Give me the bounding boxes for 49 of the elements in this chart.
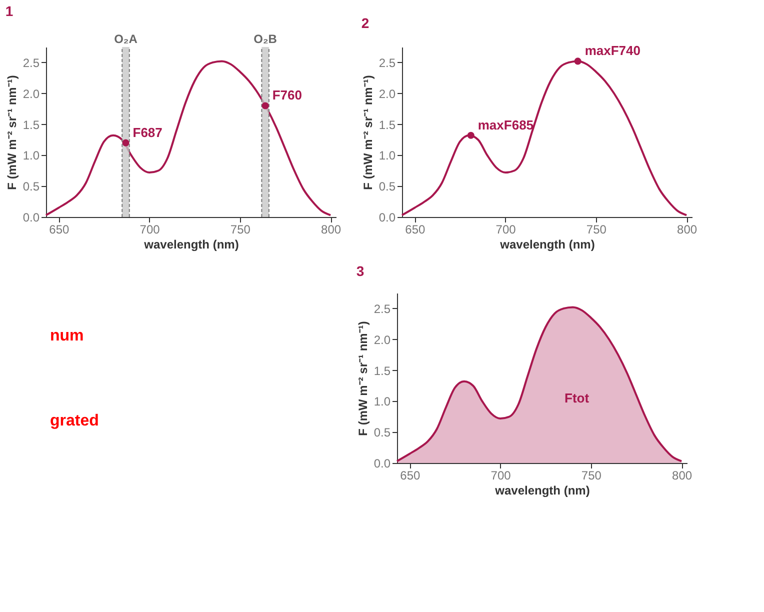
y-tick-label: 2.0 <box>374 332 391 347</box>
x-tick-label: 750 <box>230 222 251 236</box>
text: num <box>50 328 84 344</box>
y-axis-title: F (mW m⁻² sr⁻¹ nm⁻¹) <box>4 75 19 190</box>
y-axis-title: F (mW m⁻² sr⁻¹ nm⁻¹) <box>360 75 375 190</box>
x-axis-title: wavelength (nm) <box>143 238 239 252</box>
band-label: O₂A <box>114 32 138 46</box>
y-tick-label: 2.0 <box>22 86 40 101</box>
y-tick-label: 2.5 <box>22 56 40 70</box>
annotation: maxF740 <box>584 43 640 58</box>
x-tick-label: 700 <box>496 222 516 236</box>
y-tick-label: 1.0 <box>374 394 391 409</box>
x-tick-label: 750 <box>586 222 607 236</box>
y-tick-label: 1.0 <box>378 148 396 163</box>
y-tick-label: 2.5 <box>374 302 391 316</box>
y-tick-label: 1.5 <box>22 118 40 132</box>
annotation: F760 <box>272 88 302 103</box>
y-tick-label: 1.5 <box>378 118 396 132</box>
annotation: Ftot <box>564 390 590 406</box>
text: grated <box>50 412 99 430</box>
x-tick-label: 800 <box>321 222 342 236</box>
y-tick-label: 1.5 <box>374 364 391 378</box>
y-tick-label: 0.5 <box>22 180 40 194</box>
y-tick-label: 0.0 <box>378 210 396 224</box>
x-tick-label: 750 <box>581 468 602 482</box>
x-tick-label: 650 <box>405 222 426 236</box>
line-series <box>45 60 332 216</box>
chart-title: 2 <box>361 15 370 32</box>
annotation: F687 <box>132 124 162 140</box>
x-tick-label: 800 <box>672 468 692 482</box>
x-axis-title: wavelength (nm) <box>499 238 595 252</box>
x-tick-label: 650 <box>400 468 421 482</box>
band-label: O₂B <box>254 32 278 46</box>
x-tick-label: 800 <box>677 222 698 236</box>
y-tick-label: 1.0 <box>22 148 40 163</box>
y-axis-title: F (mW m⁻² sr⁻¹ nm⁻¹) <box>356 321 370 436</box>
annotation: maxF685 <box>478 117 534 132</box>
x-axis-title: wavelength (nm) <box>494 484 590 498</box>
y-tick-label: 0.5 <box>378 180 396 194</box>
chart-title: 3 <box>356 263 364 279</box>
chart-title: 1 <box>5 3 14 19</box>
y-tick-label: 0.0 <box>374 456 391 470</box>
y-tick-label: 0.0 <box>22 210 40 224</box>
x-tick-label: 650 <box>49 222 70 236</box>
x-tick-label: 700 <box>490 468 512 482</box>
x-tick-label: 700 <box>140 222 160 236</box>
y-tick-label: 2.5 <box>378 56 396 70</box>
y-tick-label: 2.0 <box>378 86 396 101</box>
y-tick-label: 0.5 <box>374 426 391 440</box>
